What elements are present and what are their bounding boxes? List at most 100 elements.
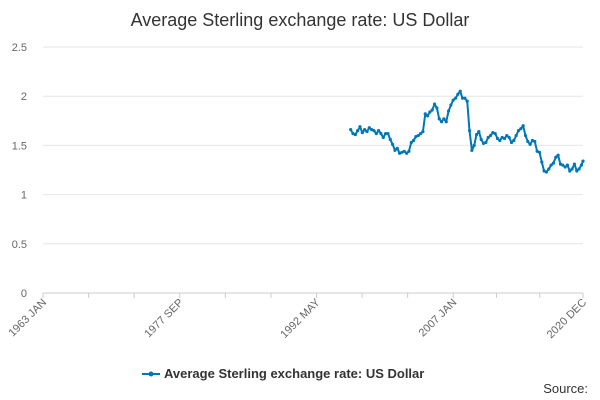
data-point[interactable] [495,136,500,141]
data-point[interactable] [547,167,551,171]
data-point[interactable] [353,132,357,137]
y-tick-label: 0 [21,288,27,300]
data-point[interactable] [505,133,509,138]
data-point[interactable] [393,148,397,152]
data-point[interactable] [377,129,381,133]
data-point[interactable] [444,120,448,124]
data-point[interactable] [358,125,362,129]
data-point[interactable] [549,163,553,167]
data-point[interactable] [575,169,579,173]
data-point[interactable] [367,126,371,130]
data-point[interactable] [428,110,432,114]
data-point[interactable] [349,128,353,132]
data-point[interactable] [372,129,376,133]
data-point[interactable] [526,139,530,144]
data-point[interactable] [463,96,467,100]
data-point[interactable] [453,96,458,100]
data-point[interactable] [430,108,434,112]
data-point[interactable] [572,162,577,166]
data-point[interactable] [519,127,523,131]
data-point[interactable] [458,89,462,93]
data-point[interactable] [381,135,385,140]
data-point[interactable] [533,139,537,144]
data-point[interactable] [509,140,514,145]
data-point[interactable] [484,140,488,145]
data-point[interactable] [493,131,497,136]
data-point[interactable] [516,129,521,133]
data-point[interactable] [502,136,507,141]
data-point[interactable] [456,92,460,96]
data-point[interactable] [474,132,479,137]
data-point[interactable] [423,112,427,116]
source-label: Source: [543,381,588,396]
data-point[interactable] [437,117,441,121]
data-point[interactable] [418,131,423,136]
data-point[interactable] [405,151,409,155]
data-point[interactable] [451,98,455,102]
data-point[interactable] [388,137,392,142]
data-point[interactable] [402,149,406,153]
data-point[interactable] [507,135,511,140]
data-point[interactable] [544,170,549,174]
data-point[interactable] [384,131,388,136]
data-point[interactable] [465,99,469,103]
data-point[interactable] [581,159,585,163]
data-point[interactable] [356,129,360,133]
data-point[interactable] [363,128,367,132]
data-point[interactable] [486,135,490,140]
data-point[interactable] [528,142,532,147]
y-tick-label: 2 [21,91,27,103]
data-point[interactable] [568,169,572,173]
data-point[interactable] [477,130,481,134]
data-point[interactable] [498,138,502,143]
data-point[interactable] [365,130,369,134]
legend-marker-swatch [148,371,154,377]
data-point[interactable] [432,102,437,106]
data-point[interactable] [391,142,395,147]
data-point[interactable] [554,155,558,159]
data-point[interactable] [411,138,416,143]
data-point[interactable] [523,133,528,138]
data-point[interactable] [395,146,399,150]
data-point[interactable] [467,129,472,133]
data-point[interactable] [561,163,565,167]
data-point[interactable] [551,161,556,165]
data-point[interactable] [360,131,364,135]
series-group [349,89,585,174]
data-point[interactable] [435,106,439,110]
data-point[interactable] [449,103,453,107]
data-point[interactable] [563,165,567,169]
data-point[interactable] [556,153,560,157]
data-point[interactable] [521,124,525,128]
data-point[interactable] [565,163,570,167]
data-point[interactable] [514,133,518,138]
data-point[interactable] [379,131,383,136]
data-point[interactable] [439,120,444,124]
data-point[interactable] [421,130,425,134]
data-point[interactable] [512,138,516,143]
data-point[interactable] [416,133,420,138]
data-point[interactable] [537,150,542,154]
data-point[interactable] [407,149,411,153]
data-point[interactable] [374,131,378,136]
data-point[interactable] [460,96,465,100]
data-point[interactable] [579,163,584,167]
x-tick-label: 2020 DEC [545,297,589,341]
y-tick-label: 0.5 [12,239,27,251]
data-point[interactable] [446,109,451,113]
data-point[interactable] [442,117,446,121]
data-point[interactable] [470,148,474,152]
data-point[interactable] [409,140,413,145]
chart-title: Average Sterling exchange rate: US Dolla… [131,10,470,30]
data-point[interactable] [386,131,390,136]
data-point[interactable] [425,114,430,118]
data-point[interactable] [540,160,544,164]
data-point[interactable] [577,167,581,171]
data-point[interactable] [479,137,483,142]
legend[interactable]: Average Sterling exchange rate: US Dolla… [142,366,424,381]
data-point[interactable] [472,143,476,147]
x-axis: 1963 JAN 1977 SEP 1992 MAY 2007 JAN 2020 DEC [6,292,589,341]
data-point[interactable] [570,167,574,171]
data-point[interactable] [488,133,493,138]
